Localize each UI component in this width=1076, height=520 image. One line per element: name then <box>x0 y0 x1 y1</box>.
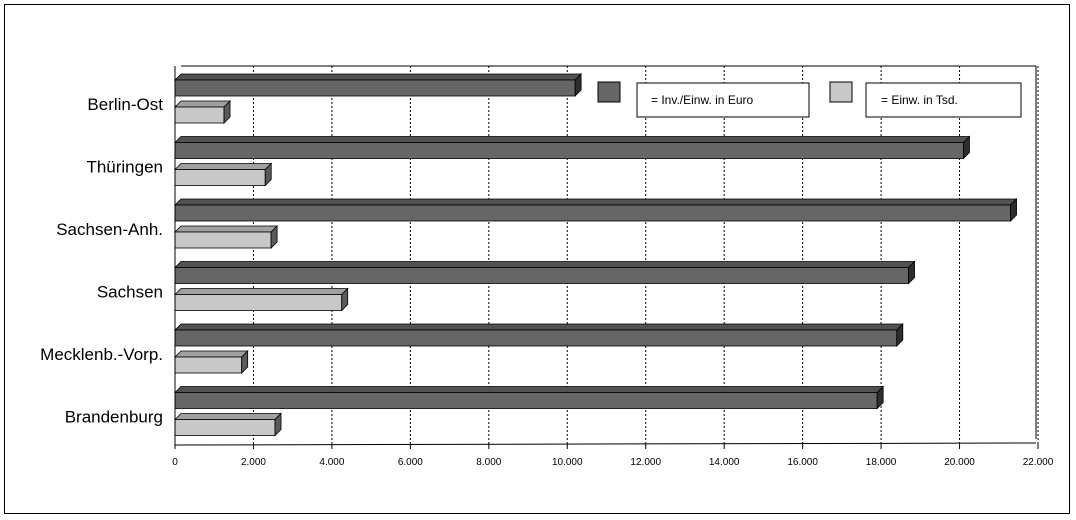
legend-label-inv: = Inv./Einw. in Euro <box>651 93 753 107</box>
category-label: Sachsen-Anh. <box>56 220 163 239</box>
x-tick-label: 12.000 <box>630 457 661 468</box>
bar-inv-5 <box>174 385 885 410</box>
bar-inv-2 <box>174 198 1018 222</box>
legend-label-einw: = Einw. in Tsd. <box>881 93 958 107</box>
x-tick-label: 14.000 <box>709 457 740 468</box>
bar-inv-0 <box>174 73 583 97</box>
category-label: Brandenburg <box>65 408 163 427</box>
bar-einw-4 <box>174 350 249 374</box>
legend-box-einw <box>865 82 1022 118</box>
bar-inv-3 <box>174 260 916 285</box>
legend-box-inv <box>636 82 810 118</box>
category-labels: Berlin-Ost Thüringen Sachsen-Anh. Sachsen Me… <box>40 95 163 427</box>
x-tick-label: 4.000 <box>319 457 344 468</box>
bar-einw-2 <box>174 225 279 249</box>
bar-einw-1 <box>174 162 273 187</box>
bar-inv-4 <box>174 323 904 347</box>
category-label: Thüringen <box>86 158 163 177</box>
x-tick-label: 22.000 <box>1023 457 1054 468</box>
x-tick-label: 10.000 <box>552 457 583 468</box>
bar-inv-1 <box>174 135 971 160</box>
legend-swatch-inv <box>597 81 621 103</box>
axes <box>174 65 1039 449</box>
x-tick-label: 16.000 <box>787 457 818 468</box>
category-label: Sachsen <box>97 283 163 302</box>
legend: = Inv./Einw. in Euro = Einw. in Tsd. <box>597 81 1022 118</box>
x-axis <box>174 442 1037 446</box>
x-tick-label: 0 <box>172 457 178 468</box>
category-label: Mecklenb.-Vorp. <box>40 345 163 364</box>
category-label: Berlin-Ost <box>87 95 163 114</box>
x-tick-label: 18.000 <box>866 457 897 468</box>
x-tick-label: 20.000 <box>944 457 975 468</box>
bar-einw-0 <box>174 100 231 124</box>
x-tick-label: 8.000 <box>476 457 501 468</box>
legend-swatch-einw <box>829 81 853 103</box>
gridlines <box>252 66 1039 443</box>
bar-einw-3 <box>174 287 349 312</box>
bars <box>174 73 1018 437</box>
bar-einw-5 <box>174 412 282 437</box>
x-tick-label: 2.000 <box>241 457 266 468</box>
x-tick-labels: 0 2.000 4.000 6.000 8.000 10.000 12.000 14.000 1… <box>172 457 1054 468</box>
x-tick-label: 6.000 <box>398 457 423 468</box>
